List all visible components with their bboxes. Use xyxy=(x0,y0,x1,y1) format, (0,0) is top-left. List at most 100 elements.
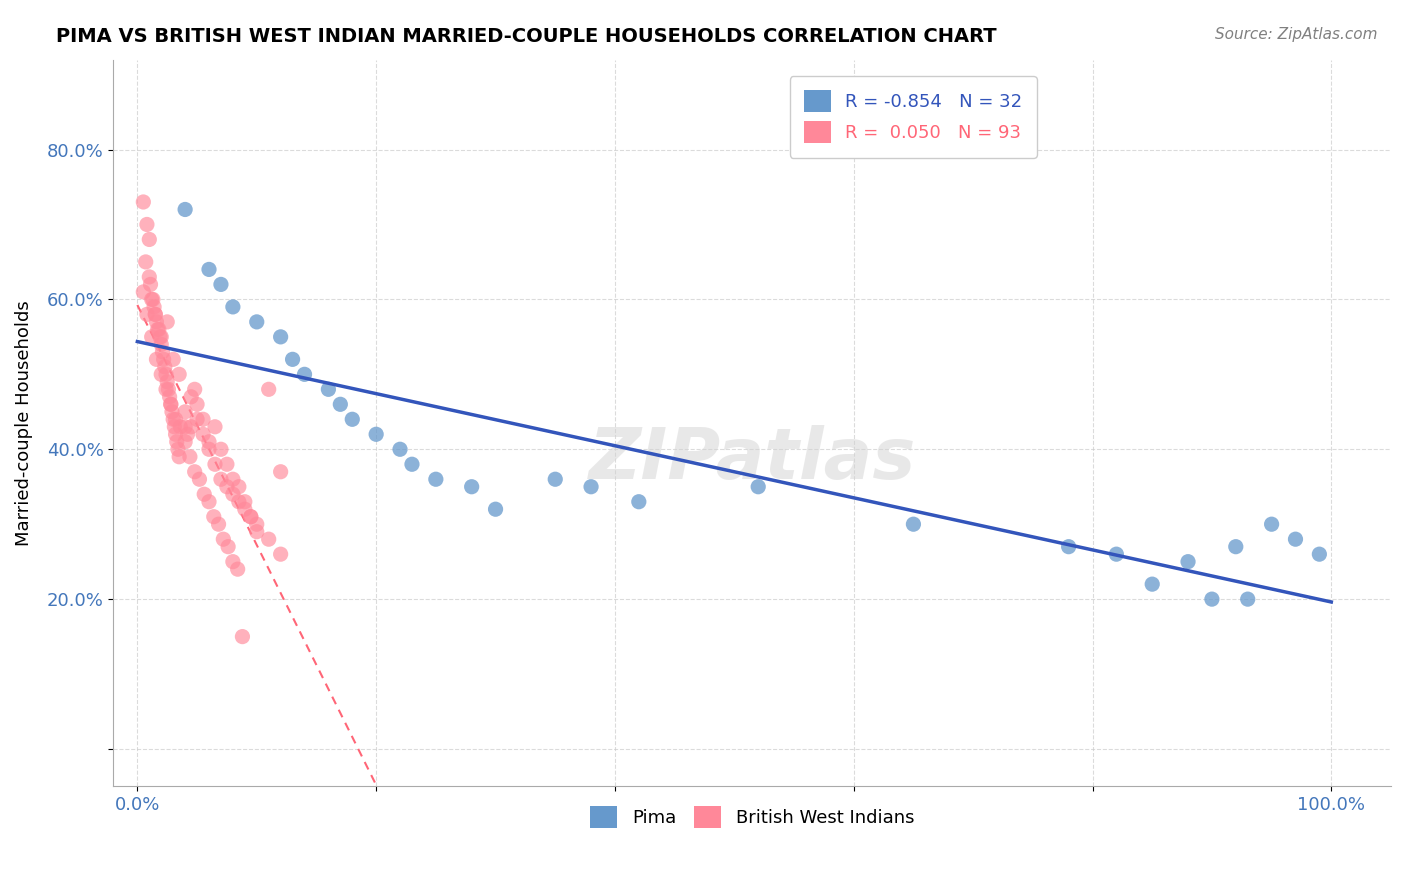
Point xyxy=(222,487,245,501)
Point xyxy=(135,307,157,321)
Point xyxy=(141,330,163,344)
Point xyxy=(342,412,364,426)
Point xyxy=(149,330,172,344)
Point xyxy=(135,255,157,269)
Point xyxy=(294,368,316,382)
Text: ZIPatlas: ZIPatlas xyxy=(589,425,915,494)
Point xyxy=(202,509,225,524)
Point xyxy=(215,457,238,471)
Point xyxy=(167,450,190,464)
Point xyxy=(425,472,447,486)
Point xyxy=(174,405,197,419)
Point xyxy=(1105,547,1128,561)
Point xyxy=(186,397,208,411)
Point xyxy=(233,494,256,508)
Point xyxy=(152,352,174,367)
Point xyxy=(132,194,155,209)
Point xyxy=(174,202,197,217)
Point xyxy=(162,352,184,367)
Point xyxy=(544,472,567,486)
Point xyxy=(186,412,208,426)
Point xyxy=(157,382,180,396)
Point xyxy=(204,457,226,471)
Point xyxy=(228,480,250,494)
Point xyxy=(222,472,245,486)
Point xyxy=(903,517,925,532)
Point xyxy=(143,307,166,321)
Point xyxy=(188,472,211,486)
Point xyxy=(198,434,221,449)
Point xyxy=(1284,532,1306,546)
Point xyxy=(212,532,235,546)
Point xyxy=(169,419,191,434)
Point xyxy=(747,480,769,494)
Point xyxy=(163,419,186,434)
Point xyxy=(239,509,262,524)
Point xyxy=(191,412,214,426)
Point xyxy=(180,390,202,404)
Point xyxy=(174,434,197,449)
Point xyxy=(143,307,166,321)
Point xyxy=(270,330,292,344)
Point xyxy=(318,382,340,396)
Point xyxy=(159,397,181,411)
Point xyxy=(138,269,160,284)
Point xyxy=(142,293,165,307)
Point xyxy=(228,494,250,508)
Point xyxy=(152,344,174,359)
Point xyxy=(270,465,292,479)
Point xyxy=(135,218,157,232)
Point xyxy=(198,494,221,508)
Point xyxy=(1140,577,1163,591)
Point xyxy=(579,480,602,494)
Point xyxy=(460,480,482,494)
Point xyxy=(183,382,205,396)
Point xyxy=(165,412,187,426)
Point xyxy=(198,442,221,457)
Point xyxy=(165,427,187,442)
Legend: Pima, British West Indians: Pima, British West Indians xyxy=(583,799,921,836)
Point xyxy=(389,442,412,457)
Point xyxy=(155,368,177,382)
Point xyxy=(1201,592,1223,607)
Point xyxy=(209,472,232,486)
Point xyxy=(145,315,167,329)
Point xyxy=(139,277,162,292)
Point xyxy=(1236,592,1258,607)
Point xyxy=(627,494,650,508)
Point xyxy=(484,502,506,516)
Point xyxy=(246,524,269,539)
Point xyxy=(150,330,173,344)
Point xyxy=(1225,540,1247,554)
Point xyxy=(183,465,205,479)
Point xyxy=(1260,517,1282,532)
Point xyxy=(215,480,238,494)
Point xyxy=(1177,555,1199,569)
Point xyxy=(193,487,215,501)
Point xyxy=(176,427,198,442)
Point xyxy=(233,502,256,516)
Point xyxy=(174,419,197,434)
Point xyxy=(222,300,245,314)
Point xyxy=(226,562,249,576)
Point xyxy=(179,450,201,464)
Point xyxy=(148,322,170,336)
Y-axis label: Married-couple Households: Married-couple Households xyxy=(15,301,32,546)
Point xyxy=(159,390,181,404)
Point xyxy=(231,630,253,644)
Point xyxy=(159,397,181,411)
Point xyxy=(1057,540,1080,554)
Point xyxy=(167,368,190,382)
Point xyxy=(239,509,262,524)
Point xyxy=(246,517,269,532)
Point xyxy=(207,517,229,532)
Point xyxy=(150,368,173,382)
Point xyxy=(257,382,280,396)
Point xyxy=(145,352,167,367)
Point xyxy=(166,434,188,449)
Point xyxy=(401,457,423,471)
Point xyxy=(143,300,166,314)
Point xyxy=(155,382,177,396)
Point xyxy=(150,337,173,351)
Point xyxy=(141,293,163,307)
